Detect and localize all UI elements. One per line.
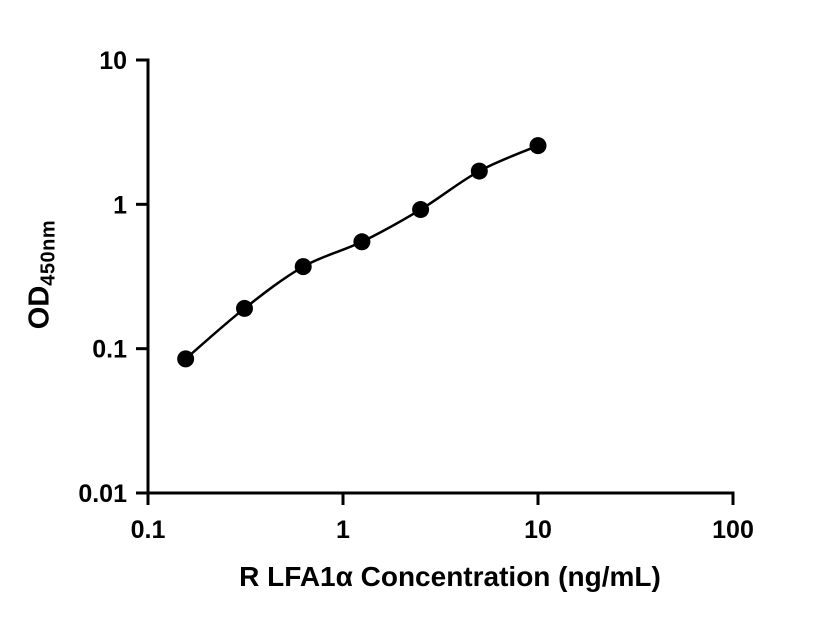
x-tick-label: 0.1 <box>131 516 166 544</box>
data-point <box>353 233 371 251</box>
y-axis-label-subscript: 450nm <box>37 219 60 286</box>
x-tick-label: 100 <box>712 516 754 544</box>
data-point <box>412 201 430 219</box>
x-tick-label: 10 <box>524 516 552 544</box>
y-tick-label: 0.1 <box>92 336 127 364</box>
data-point <box>235 299 253 317</box>
y-tick-label: 0.01 <box>78 480 127 508</box>
y-axis-label-main: OD <box>23 285 56 330</box>
y-tick-label: 10 <box>99 47 127 75</box>
data-point <box>177 350 195 368</box>
y-tick-label: 1 <box>113 191 127 219</box>
data-point <box>529 137 547 155</box>
x-tick-label: 1 <box>336 516 350 544</box>
x-axis-label: R LFA1α Concentration (ng/mL) <box>239 561 661 592</box>
fit-curve <box>184 144 539 360</box>
data-point <box>294 258 312 276</box>
data-point <box>470 162 488 180</box>
axis-frame <box>146 58 735 495</box>
y-axis-label: OD450nm <box>24 145 61 405</box>
